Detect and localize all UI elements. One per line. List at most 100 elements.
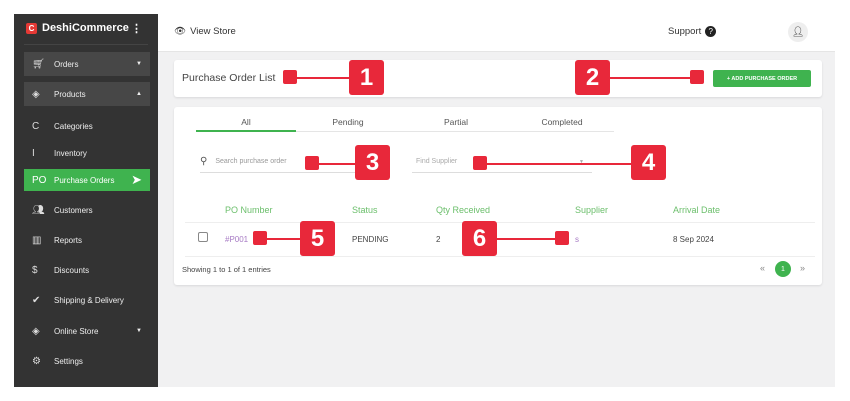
annotation-marker — [690, 70, 704, 84]
help-icon: ? — [705, 26, 717, 37]
discount-icon: $ — [32, 264, 38, 276]
header-card: Purchase Order List + ADD PURCHASE ORDER — [174, 60, 822, 97]
supplier-link[interactable]: s — [575, 235, 579, 244]
row-checkbox[interactable] — [198, 232, 208, 242]
annotation-line — [487, 163, 631, 165]
annotation-label-1: 1 — [349, 60, 384, 95]
search-icon: ⚲ — [200, 156, 208, 167]
page-title: Purchase Order List — [182, 72, 276, 84]
label: Purchase Orders — [54, 175, 115, 185]
badge-check-icon: ✔ — [32, 294, 41, 306]
topbar: 👁︎ View Store Support? 👤︎ — [158, 14, 835, 52]
caret-down-icon: ▼ — [136, 61, 142, 67]
list-card: All Pending Partial Completed ⚲ Search pu… — [174, 107, 822, 285]
sidebar-item-categories[interactable]: C Categories — [24, 114, 150, 138]
sidebar-item-products[interactable]: ◈ Products ▲ — [24, 82, 150, 106]
user-icon: 👤︎ — [791, 26, 805, 38]
prefix: I — [32, 147, 35, 159]
entries-info: Showing 1 to 1 of 1 entries — [182, 265, 271, 274]
active-tab-indicator — [196, 130, 296, 132]
cursor-click-icon: ➤ — [131, 172, 142, 187]
prefix: C — [32, 120, 40, 132]
caret-down-icon: ▼ — [136, 328, 142, 334]
column-header-status[interactable]: Status — [352, 205, 378, 215]
annotation-label-3: 3 — [355, 145, 390, 180]
kebab-menu-icon[interactable]: ⋮ — [131, 23, 142, 35]
label: Reports — [54, 235, 83, 245]
qty-cell: 2 — [436, 235, 441, 244]
annotation-label-6: 6 — [462, 221, 497, 256]
tab-all[interactable]: All — [241, 117, 251, 127]
supplier-placeholder: Find Supplier — [416, 158, 458, 165]
label: Settings — [54, 356, 83, 366]
sidebar-item-discounts[interactable]: $ Discounts — [24, 258, 150, 282]
annotation-line — [497, 238, 555, 240]
po-number-link[interactable]: #P001 — [225, 235, 249, 244]
search-placeholder: Search purchase order — [215, 158, 287, 165]
sidebar-item-purchase-orders[interactable]: PO Purchase Orders ➤ — [24, 169, 150, 191]
annotation-marker — [305, 156, 319, 170]
users-icon: 👥︎ — [32, 204, 45, 216]
chart-icon: ▥ — [32, 234, 42, 246]
sidebar-item-settings[interactable]: ⚙ Settings — [24, 349, 150, 373]
support-link[interactable]: Support? — [668, 26, 717, 37]
annotation-line — [267, 238, 300, 240]
annotation-line — [610, 77, 690, 79]
supplier-select[interactable]: Find Supplier ▼ — [412, 151, 592, 173]
caret-down-icon: ▼ — [579, 158, 584, 165]
tab-partial[interactable]: Partial — [443, 117, 469, 127]
label: Inventory — [54, 148, 87, 158]
eye-icon: 👁︎ — [174, 26, 187, 37]
arrival-date-cell: 8 Sep 2024 — [673, 235, 714, 244]
annotation-marker — [473, 156, 487, 170]
add-purchase-order-button[interactable]: + ADD PURCHASE ORDER — [713, 70, 811, 87]
divider — [185, 222, 815, 223]
annotation-label-4: 4 — [631, 145, 666, 180]
column-header-po-number[interactable]: PO Number — [225, 205, 273, 215]
tab-completed[interactable]: Completed — [541, 117, 583, 127]
view-store-link[interactable]: 👁︎ View Store — [174, 26, 236, 37]
main-content: Purchase Order List + ADD PURCHASE ORDER… — [158, 52, 835, 387]
label: Orders — [54, 59, 79, 69]
page-1-button[interactable]: 1 — [775, 261, 791, 277]
divider — [185, 256, 815, 257]
next-page-button[interactable]: » — [800, 263, 806, 273]
label: Online Store — [54, 326, 99, 336]
prev-page-button[interactable]: « — [760, 263, 766, 273]
layers-icon: ◈ — [32, 325, 40, 337]
sidebar-item-orders[interactable]: 🛒︎ Orders ▼ — [24, 52, 150, 76]
sidebar-item-inventory[interactable]: I Inventory — [24, 141, 150, 165]
tab-pending[interactable]: Pending — [332, 117, 364, 127]
layers-icon: ◈ — [32, 88, 40, 100]
status-cell: PENDING — [352, 235, 389, 244]
annotation-line — [297, 77, 349, 79]
brand[interactable]: C DeshiCommerce — [26, 22, 129, 34]
label: Discounts — [54, 265, 90, 275]
sidebar-item-customers[interactable]: 👥︎ Customers — [24, 198, 150, 222]
label: Categories — [54, 121, 93, 131]
annotation-marker — [283, 70, 297, 84]
caret-up-icon: ▲ — [136, 91, 142, 97]
sidebar-item-reports[interactable]: ▥ Reports — [24, 228, 150, 252]
annotation-label-5: 5 — [300, 221, 335, 256]
column-header-qty-received[interactable]: Qty Received — [436, 205, 491, 215]
search-input[interactable]: ⚲ Search purchase order — [200, 151, 355, 173]
sidebar-item-online-store[interactable]: ◈ Online Store ▼ — [24, 319, 150, 343]
gear-icon: ⚙ — [32, 355, 41, 367]
label: Products — [54, 89, 86, 99]
annotation-line — [319, 163, 355, 165]
logo-icon: C — [26, 22, 37, 34]
user-avatar[interactable]: 👤︎ — [788, 22, 808, 42]
sidebar-item-shipping[interactable]: ✔ Shipping & Delivery — [24, 288, 150, 312]
prefix: PO — [32, 174, 47, 186]
tabs-divider — [196, 131, 614, 132]
label: Customers — [54, 205, 93, 215]
column-header-arrival-date[interactable]: Arrival Date — [673, 205, 721, 215]
brand-name: DeshiCommerce — [42, 22, 129, 34]
column-header-supplier[interactable]: Supplier — [575, 205, 609, 215]
annotation-marker — [555, 231, 569, 245]
label: Shipping & Delivery — [54, 295, 124, 305]
annotation-marker — [253, 231, 267, 245]
view-store-label: View Store — [190, 26, 236, 37]
